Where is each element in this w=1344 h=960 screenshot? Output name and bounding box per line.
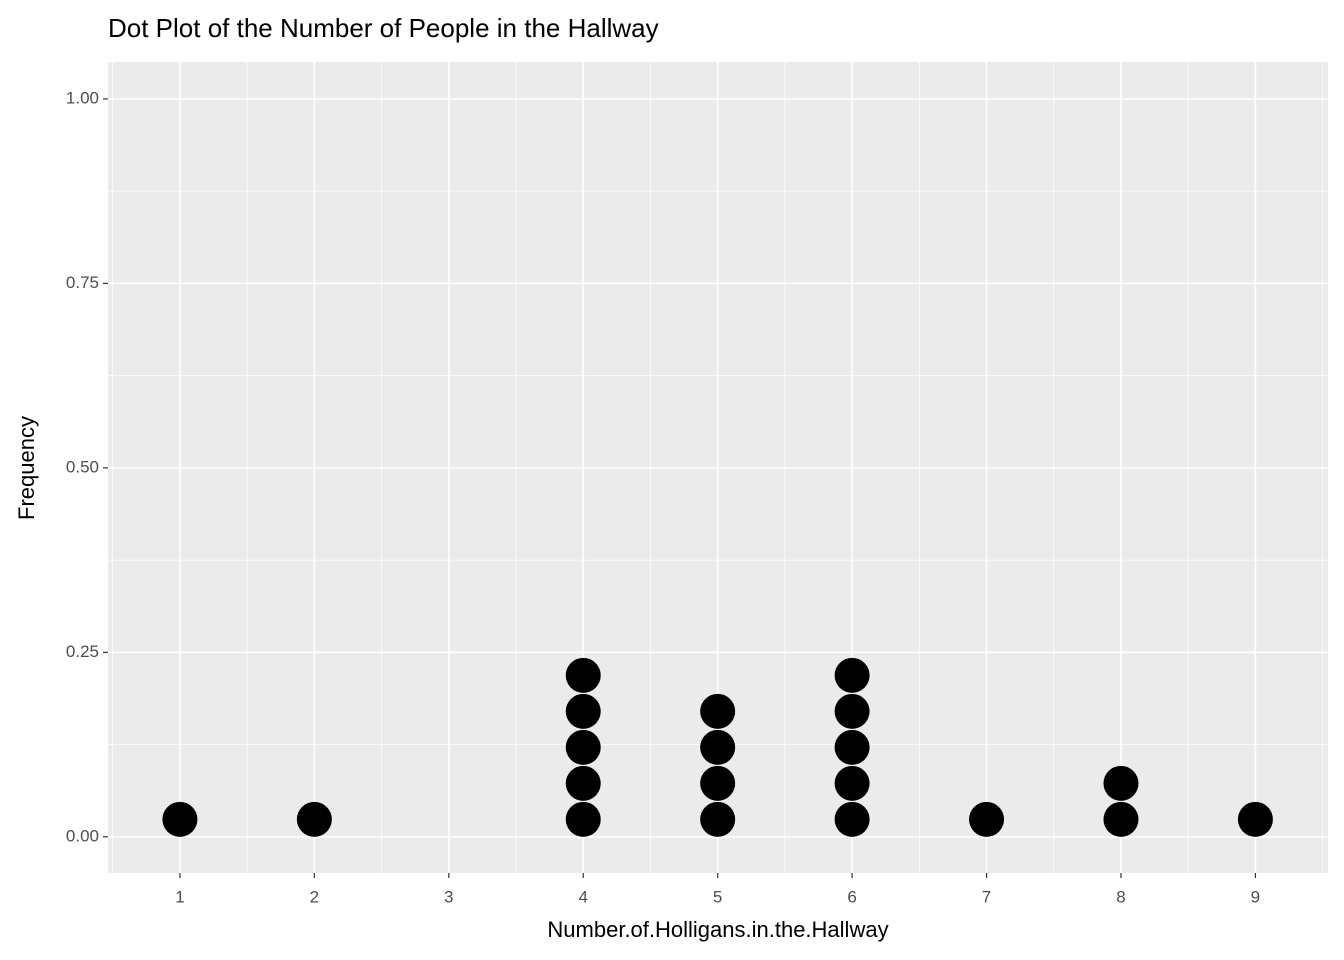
dot bbox=[700, 693, 736, 729]
x-tick-label: 1 bbox=[175, 887, 184, 906]
dot bbox=[1103, 801, 1139, 837]
dot bbox=[700, 801, 736, 837]
dot bbox=[565, 801, 601, 837]
dot bbox=[565, 729, 601, 765]
dot bbox=[565, 765, 601, 801]
y-tick-label: 0.75 bbox=[66, 273, 99, 292]
dot bbox=[1237, 801, 1273, 837]
y-tick-label: 0.50 bbox=[66, 457, 99, 476]
x-tick-label: 2 bbox=[310, 887, 319, 906]
dot bbox=[565, 693, 601, 729]
dot bbox=[296, 801, 332, 837]
x-tick-label: 4 bbox=[578, 887, 587, 906]
x-tick-label: 8 bbox=[1116, 887, 1125, 906]
dot bbox=[162, 801, 198, 837]
x-tick-label: 5 bbox=[713, 887, 722, 906]
dot bbox=[834, 657, 870, 693]
dot bbox=[565, 657, 601, 693]
x-tick-label: 6 bbox=[847, 887, 856, 906]
x-axis-label: Number.of.Holligans.in.the.Hallway bbox=[547, 917, 888, 942]
dot bbox=[834, 801, 870, 837]
dot bbox=[834, 729, 870, 765]
dot bbox=[1103, 765, 1139, 801]
dot bbox=[700, 729, 736, 765]
x-tick-label: 7 bbox=[982, 887, 991, 906]
dot bbox=[834, 693, 870, 729]
dot bbox=[700, 765, 736, 801]
dot bbox=[834, 765, 870, 801]
chart-title: Dot Plot of the Number of People in the … bbox=[108, 13, 659, 43]
y-tick-label: 0.00 bbox=[66, 826, 99, 845]
x-tick-label: 3 bbox=[444, 887, 453, 906]
y-axis-label: Frequency bbox=[14, 416, 39, 520]
y-tick-label: 1.00 bbox=[66, 88, 99, 107]
x-tick-label: 9 bbox=[1251, 887, 1260, 906]
y-tick-label: 0.25 bbox=[66, 642, 99, 661]
dot bbox=[969, 801, 1005, 837]
